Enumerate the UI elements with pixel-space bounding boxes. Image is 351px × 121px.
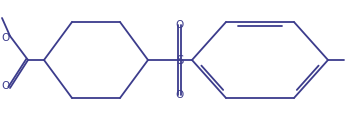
Text: O: O xyxy=(2,33,10,43)
Text: O: O xyxy=(176,90,184,100)
Text: O: O xyxy=(2,81,10,91)
Text: O: O xyxy=(176,20,184,30)
Text: S: S xyxy=(176,53,184,67)
